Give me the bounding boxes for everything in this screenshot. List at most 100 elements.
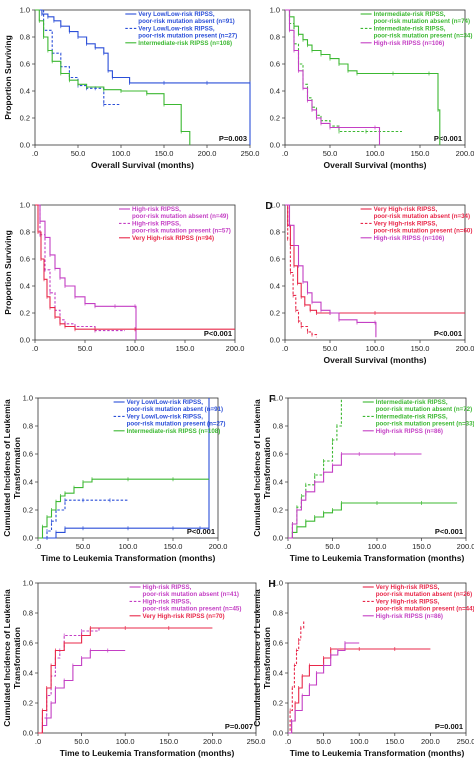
y-tick-label: 0.2	[273, 506, 283, 515]
series-line-2	[285, 204, 318, 338]
legend-entry: poor-risk mutation absent (n=34)	[374, 213, 470, 220]
x-tick-label: 150.0	[411, 149, 430, 158]
x-tick-label: 100.0	[126, 344, 145, 353]
y-tick-label: 0.8	[270, 228, 280, 237]
y-tick-label: 0.8	[270, 33, 280, 42]
p-value: P=0.007	[225, 722, 253, 731]
legend-entry: poor-risk mutation present (n=45)	[143, 606, 242, 613]
legend-entry: High-risk RIPSS,	[143, 584, 192, 591]
p-value: P=0.001	[435, 722, 463, 731]
x-tick-label: 150.0	[176, 344, 195, 353]
y-tick-label: 0.2	[23, 699, 33, 708]
y-tick-label: 0.4	[270, 87, 280, 96]
y-tick-label: 0.0	[270, 336, 280, 345]
y-tick-label: 0.0	[273, 729, 283, 738]
legend-entry: Very High-risk RIPSS (n=94)	[132, 235, 214, 242]
x-tick-label: .0	[285, 737, 291, 746]
y-tick-label: 0.2	[20, 114, 30, 123]
legend-entry: Very Low/Low-risk RIPSS,	[138, 25, 215, 32]
panel-e: 0.0 0.2 0.4 0.6 0.8 1.0 .0 50.0 100.0 150.0 200.0 T…	[2, 394, 227, 564]
x-tick-label: 250.0	[457, 737, 474, 746]
x-tick-label: 100.0	[112, 149, 131, 158]
y-tick-label: 1.0	[273, 394, 283, 403]
legend-entry: Very Low/Low-risk RIPSS,	[127, 413, 204, 420]
x-axis-label: Overall Survival (months)	[324, 160, 427, 170]
legend-entry: poor-risk mutation absent (n=74)	[374, 18, 470, 25]
y-tick-label: 0.8	[20, 228, 30, 237]
series-line-3	[38, 627, 213, 734]
p-value: P<0.001	[187, 527, 215, 536]
y-tick-label: 0.6	[20, 255, 30, 264]
y-tick-label: 1.0	[273, 579, 283, 588]
y-tick-label: 0.2	[270, 309, 280, 318]
x-tick-label: 50.0	[323, 149, 338, 158]
legend-entry: poor-risk mutation absent (n=72)	[376, 406, 472, 413]
x-axis-label: Overall Survival (months)	[91, 160, 194, 170]
y-tick-label: 1.0	[23, 394, 33, 403]
y-tick-label: 0.0	[20, 336, 30, 345]
panel-b: 0.0 0.2 0.4 0.6 0.8 1.0 .0 50.0 100.0 150.0 200.0 O…	[270, 6, 474, 171]
y-tick-label: 0.6	[23, 639, 33, 648]
legend-entry: Very High-risk RIPSS,	[376, 598, 440, 605]
plot-frame	[37, 582, 257, 734]
panel-f: 0.0 0.2 0.4 0.6 0.8 1.0 .0 50.0 100.0 150.0 200.0 T…	[252, 394, 474, 564]
y-axis-label: Cumulated Incidence of LeukemiaTransform…	[252, 399, 272, 537]
panel-letter: D	[265, 201, 272, 212]
legend-entry: poor-risk mutation absent (n=41)	[143, 591, 239, 598]
series-line-2	[35, 204, 125, 332]
series-line-3	[285, 9, 381, 145]
y-tick-label: 0.8	[23, 422, 33, 431]
legend-entry: poor-risk mutation absent (n=91)	[138, 18, 234, 25]
x-tick-label: 100.0	[116, 737, 135, 746]
x-tick-label: 100.0	[119, 542, 138, 551]
x-tick-label: 200.0	[456, 149, 474, 158]
x-tick-label: .0	[35, 542, 41, 551]
x-axis-label: Time to Leukemia Transformation (months)	[60, 748, 235, 758]
series-line-3	[38, 478, 209, 539]
series-line-1	[35, 204, 137, 340]
y-tick-label: 0.2	[273, 699, 283, 708]
x-tick-label: 50.0	[316, 737, 331, 746]
legend-entry: Very High-risk RIPSS,	[376, 584, 440, 591]
x-tick-label: 200.0	[209, 542, 228, 551]
y-tick-label: 0.4	[23, 478, 33, 487]
legend-entry: poor-risk mutation absent (n=49)	[132, 213, 228, 220]
x-tick-label: 200.0	[456, 344, 474, 353]
y-axis-label: Cumulated Incidence of LeukemiaTransform…	[2, 399, 22, 537]
x-tick-label: 200.0	[421, 737, 440, 746]
y-tick-label: 0.0	[23, 729, 33, 738]
series-line-2	[35, 9, 121, 106]
legend-entry: High-risk RIPSS (n=106)	[374, 40, 445, 47]
legend-entry: Intermediate-risk RIPSS,	[376, 413, 448, 420]
legend-entry: Very High-risk RIPSS,	[374, 220, 438, 227]
y-tick-label: 1.0	[270, 201, 280, 210]
x-tick-label: .0	[285, 542, 291, 551]
series-line-1	[288, 502, 458, 539]
x-tick-label: 50.0	[78, 344, 93, 353]
x-tick-label: .0	[32, 149, 38, 158]
legend-entry: poor-risk mutation present (n=27)	[138, 33, 237, 40]
y-axis-label: Cumulated Incidence of LeukemiaTransform…	[2, 589, 22, 727]
x-tick-label: .0	[282, 149, 288, 158]
y-tick-label: 0.0	[20, 141, 30, 150]
p-value: P<0.001	[434, 329, 462, 338]
legend-entry: poor-risk mutation absent (n=91)	[127, 406, 223, 413]
legend-entry: Very Low/Low-risk RIPSS,	[127, 399, 204, 406]
x-tick-label: 50.0	[71, 149, 86, 158]
series-line-2	[38, 499, 128, 539]
legend-entry: poor-risk mutation present (n=27)	[127, 421, 226, 428]
y-axis-label: Proportion Surviving	[3, 35, 13, 120]
series-line-3	[288, 453, 422, 539]
x-tick-label: 100.0	[366, 344, 385, 353]
y-tick-label: 1.0	[20, 201, 30, 210]
y-tick-label: 0.4	[273, 669, 283, 678]
x-tick-label: 200.0	[203, 737, 222, 746]
legend-entry: poor-risk mutation present (n=60)	[374, 228, 473, 235]
y-tick-label: 0.2	[20, 309, 30, 318]
legend-entry: High-risk RIPSS (n=106)	[374, 235, 445, 242]
y-tick-label: 1.0	[23, 579, 33, 588]
x-tick-label: 100.0	[366, 149, 385, 158]
legend-entry: High-risk RIPSS (n=86)	[376, 428, 443, 435]
panel-h: 0.0 0.2 0.4 0.6 0.8 1.0 .0 50.0 100.0 150.0 200.0 2…	[252, 579, 474, 759]
panel-g: 0.0 0.2 0.4 0.6 0.8 1.0 .0 50.0 100.0 150.0 200.0 2…	[2, 579, 265, 759]
